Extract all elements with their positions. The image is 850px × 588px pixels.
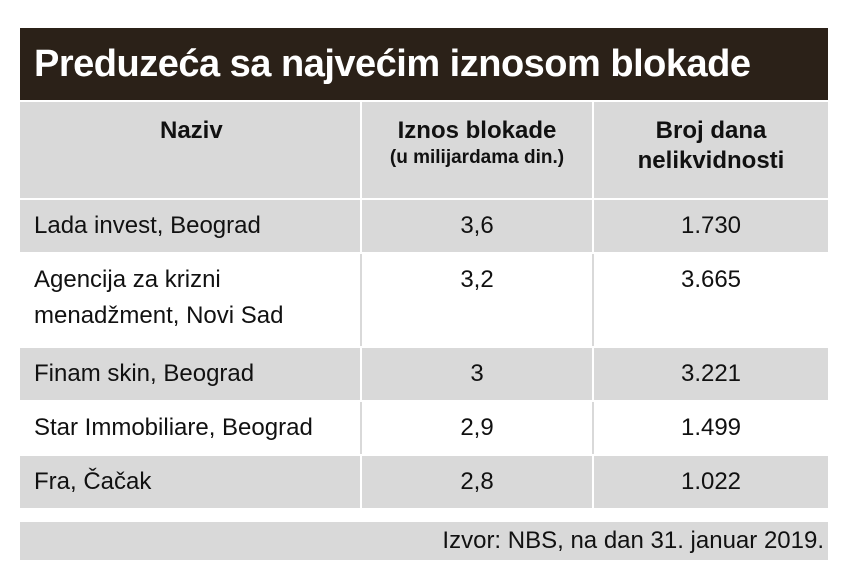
- table-header-row: Naziv Iznos blokade (u milijardama din.)…: [20, 102, 828, 198]
- cell-name-line: Finam skin, Beograd: [34, 360, 255, 387]
- table-row: Lada invest, Beograd 3,6 1.730: [20, 200, 828, 252]
- header-days-sublabel: nelikvidnosti: [637, 147, 785, 174]
- cell-days: 1.499: [592, 402, 828, 454]
- source-note: Izvor: NBS, na dan 31. januar 2019.: [20, 522, 828, 560]
- cell-name-line: Agencija za krizni: [34, 266, 221, 293]
- cell-name: Lada invest, Beograd: [20, 200, 360, 252]
- cell-name: Fra, Čačak: [20, 456, 360, 508]
- cell-days: 3.221: [592, 348, 828, 400]
- cell-amount: 3,2: [360, 254, 592, 346]
- table-row: Fra, Čačak 2,8 1.022: [20, 456, 828, 508]
- cell-amount: 2,8: [360, 456, 592, 508]
- header-amount-sublabel: (u milijardama din.): [389, 147, 565, 168]
- cell-days: 3.665: [592, 254, 828, 346]
- cell-amount: 2,9: [360, 402, 592, 454]
- cell-days: 1.022: [592, 456, 828, 508]
- cell-amount: 3,6: [360, 200, 592, 252]
- table-row: Star Immobiliare, Beograd 2,9 1.499: [20, 402, 828, 454]
- cell-name-line: Lada invest, Beograd: [34, 212, 261, 239]
- cell-name-line: Fra, Čačak: [34, 468, 152, 495]
- header-days: Broj dana nelikvidnosti: [592, 102, 828, 198]
- header-amount-label: Iznos blokade: [397, 117, 557, 144]
- header-name: Naziv: [20, 102, 360, 198]
- table-row: Agencija za krizni menadžment, Novi Sad 3,…: [20, 254, 828, 346]
- header-name-label: Naziv: [160, 117, 223, 144]
- cell-amount: 3: [360, 348, 592, 400]
- table-frame: Preduzeća sa najvećim iznosom blokade Na…: [20, 28, 828, 560]
- cell-days: 1.730: [592, 200, 828, 252]
- cell-name: Star Immobiliare, Beograd: [20, 402, 360, 454]
- header-days-label: Broj dana: [655, 117, 767, 144]
- cell-name: Agencija za krizni menadžment, Novi Sad: [20, 254, 360, 346]
- cell-name-line: menadžment, Novi Sad: [34, 302, 284, 329]
- table-title: Preduzeća sa najvećim iznosom blokade: [20, 28, 828, 100]
- cell-name-line: Star Immobiliare, Beograd: [34, 414, 313, 441]
- header-amount: Iznos blokade (u milijardama din.): [360, 102, 592, 198]
- cell-name: Finam skin, Beograd: [20, 348, 360, 400]
- table-row: Finam skin, Beograd 3 3.221: [20, 348, 828, 400]
